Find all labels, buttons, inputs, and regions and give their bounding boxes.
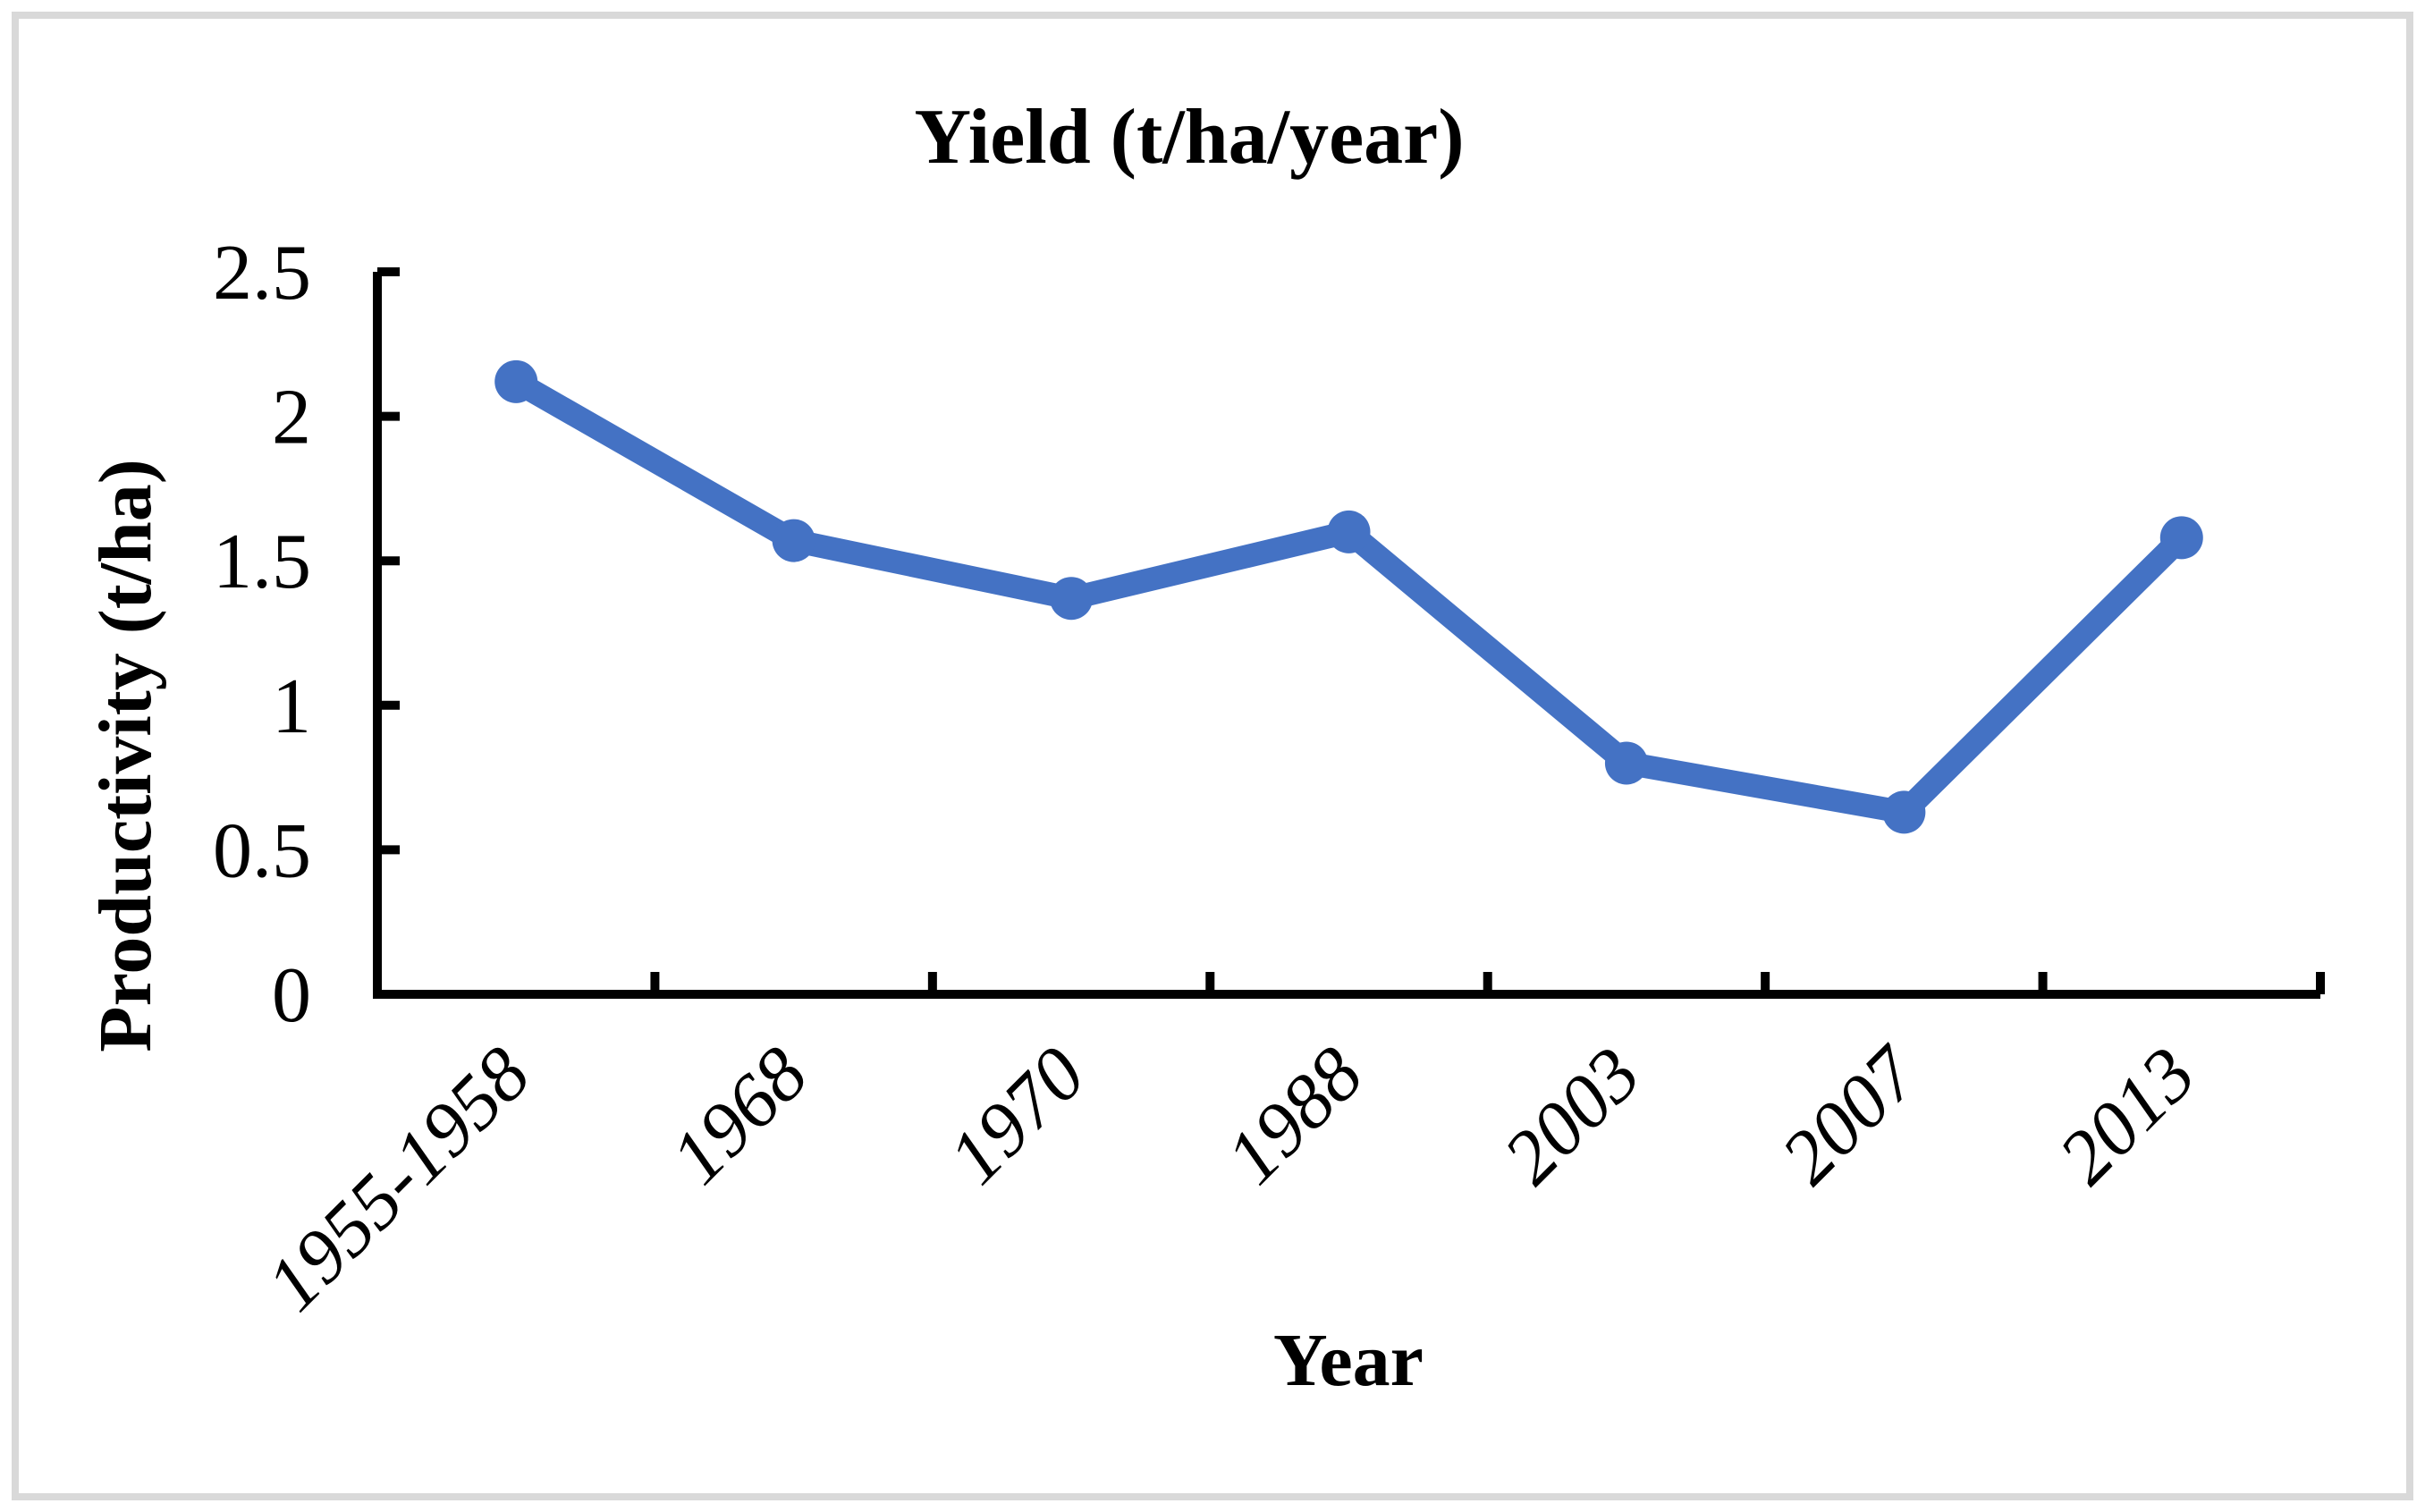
x-tick-label: 2013 xyxy=(2042,1031,2212,1201)
data-point xyxy=(1604,741,1648,785)
chart-title: Yield (t/ha/year) xyxy=(914,94,1464,181)
y-axis-tick-labels: 0 0.5 1 1.5 2 2.5 xyxy=(213,230,311,1039)
data-point-markers xyxy=(494,359,2203,834)
data-point xyxy=(2159,516,2203,560)
chart-border xyxy=(12,12,2413,1500)
axis-lines xyxy=(373,272,2320,999)
x-tick-label: 1970 xyxy=(932,1031,1102,1201)
x-axis-title: Year xyxy=(1273,1319,1424,1402)
x-tick-label: 1955-1958 xyxy=(249,1031,545,1327)
y-tick-label: 0.5 xyxy=(213,807,311,894)
y-axis-title: Productivity (t/ha) xyxy=(84,459,167,1052)
data-point xyxy=(772,519,815,562)
data-point xyxy=(1882,790,1926,834)
y-tick-label: 2.5 xyxy=(213,230,311,317)
x-tick-label: 1968 xyxy=(655,1031,824,1201)
data-point xyxy=(1327,510,1371,553)
data-series-line xyxy=(504,369,2193,824)
data-point xyxy=(1050,577,1094,621)
y-tick-label: 2 xyxy=(272,375,311,461)
data-point xyxy=(494,359,538,403)
x-axis-tick-labels: 1955-1958 1968 1970 1988 2003 2007 2013 xyxy=(249,1028,2211,1327)
x-tick-label: 2007 xyxy=(1764,1028,1936,1200)
y-tick-label: 1 xyxy=(272,663,311,750)
x-tick-label: 2003 xyxy=(1487,1031,1657,1201)
y-tick-label: 0 xyxy=(272,952,311,1039)
x-tick-label: 1988 xyxy=(1209,1031,1379,1201)
y-tick-label: 1.5 xyxy=(213,519,311,605)
